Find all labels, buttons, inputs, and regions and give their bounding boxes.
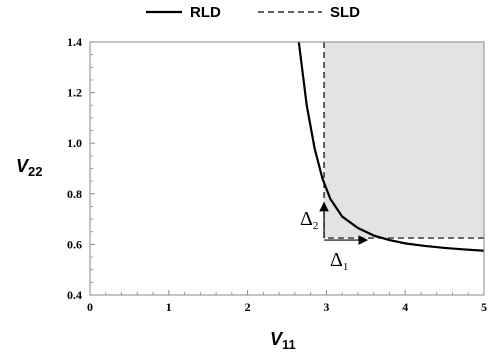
legend: RLD SLD — [146, 4, 360, 21]
plot-area: Δ2 Δ1 — [297, 41, 485, 273]
x-tick-label-5: 5 — [481, 300, 487, 314]
delta-label-1: Δ1 — [330, 249, 348, 273]
sld-shaded-region — [324, 42, 484, 239]
y-tick-label-2: 0.8 — [67, 187, 82, 201]
delta-label-2: Δ2 — [300, 208, 318, 232]
axes: 0 1 2 3 4 5 0.4 0.6 0.8 1.0 1.2 1.4 — [67, 35, 487, 314]
sld-boundary-line — [323, 42, 484, 239]
x-tick-label-4: 4 — [402, 300, 408, 314]
y-axis-title: V22 — [16, 156, 42, 179]
y-tick-label-3: 1.0 — [67, 136, 82, 150]
legend-sld-label: SLD — [330, 4, 360, 21]
x-tick-label-1: 1 — [166, 300, 172, 314]
y-tick-label-5: 1.4 — [67, 35, 82, 49]
x-axis-title: V11 — [270, 329, 296, 352]
x-tick-label-0: 0 — [87, 300, 93, 314]
y-tick-label-1: 0.6 — [67, 237, 82, 251]
y-tick-label-4: 1.2 — [67, 86, 82, 100]
x-tick-label-3: 3 — [323, 300, 329, 314]
x-tick-label-2: 2 — [245, 300, 251, 314]
legend-rld-label: RLD — [190, 4, 221, 21]
rld-curve — [297, 41, 485, 252]
y-tick-label-0: 0.4 — [67, 288, 82, 302]
